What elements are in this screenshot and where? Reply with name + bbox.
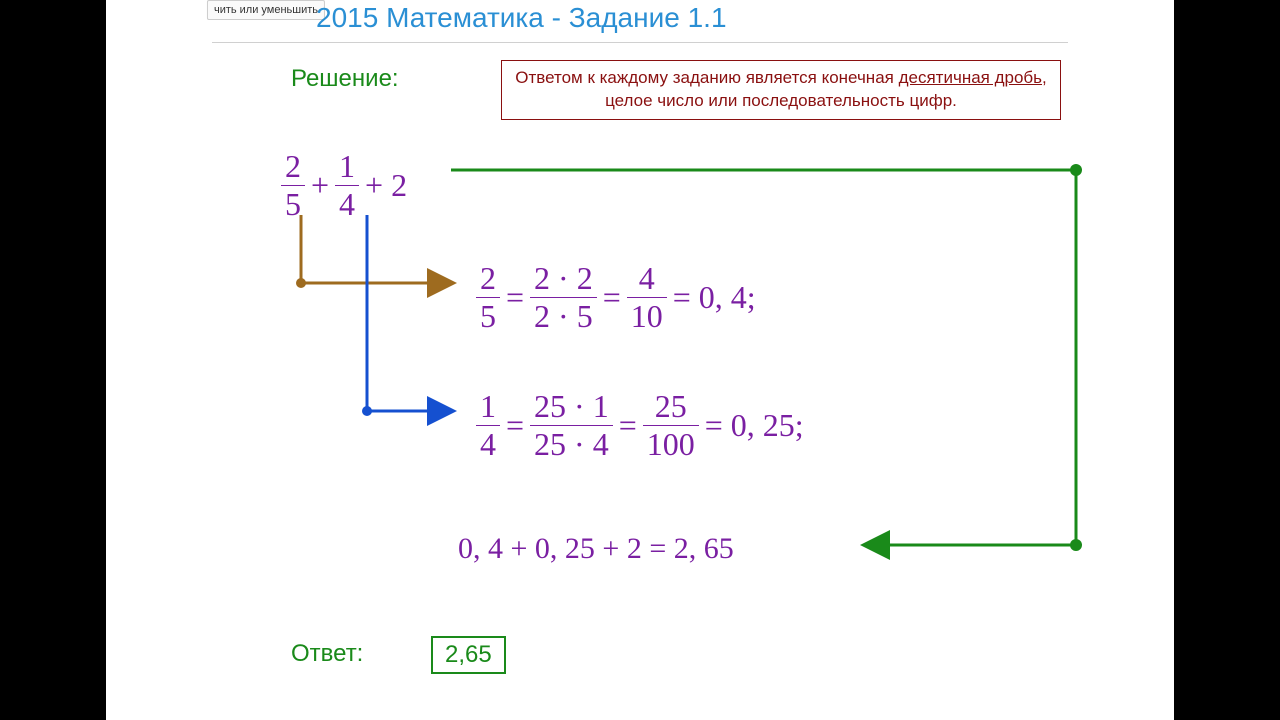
answer-label: Ответ:: [291, 640, 363, 668]
answer-box: 2,65: [431, 636, 506, 674]
instruction-text-before: Ответом к каждому заданию является конеч…: [515, 68, 898, 87]
expression-step2: 14=25 · 125 · 4=25100=0, 25;: [476, 388, 806, 463]
title-divider: [212, 42, 1068, 43]
expression-step1: 25=2 · 22 · 5=410=0, 4;: [476, 260, 758, 335]
solution-label: Решение:: [291, 65, 399, 93]
zoom-tooltip: чить или уменьшить: [207, 0, 325, 20]
instruction-underlined: десятичная дробь: [899, 68, 1042, 87]
page-title: 2015 Математика - Задание 1.1: [316, 2, 727, 34]
instruction-box: Ответом к каждому заданию является конеч…: [501, 60, 1061, 120]
expression-sum: 0, 4 + 0, 25 + 2 = 2, 65: [456, 530, 736, 566]
expression-main: 25+14+2: [281, 148, 409, 223]
content-stage: чить или уменьшить 2015 Математика - Зад…: [106, 0, 1174, 720]
